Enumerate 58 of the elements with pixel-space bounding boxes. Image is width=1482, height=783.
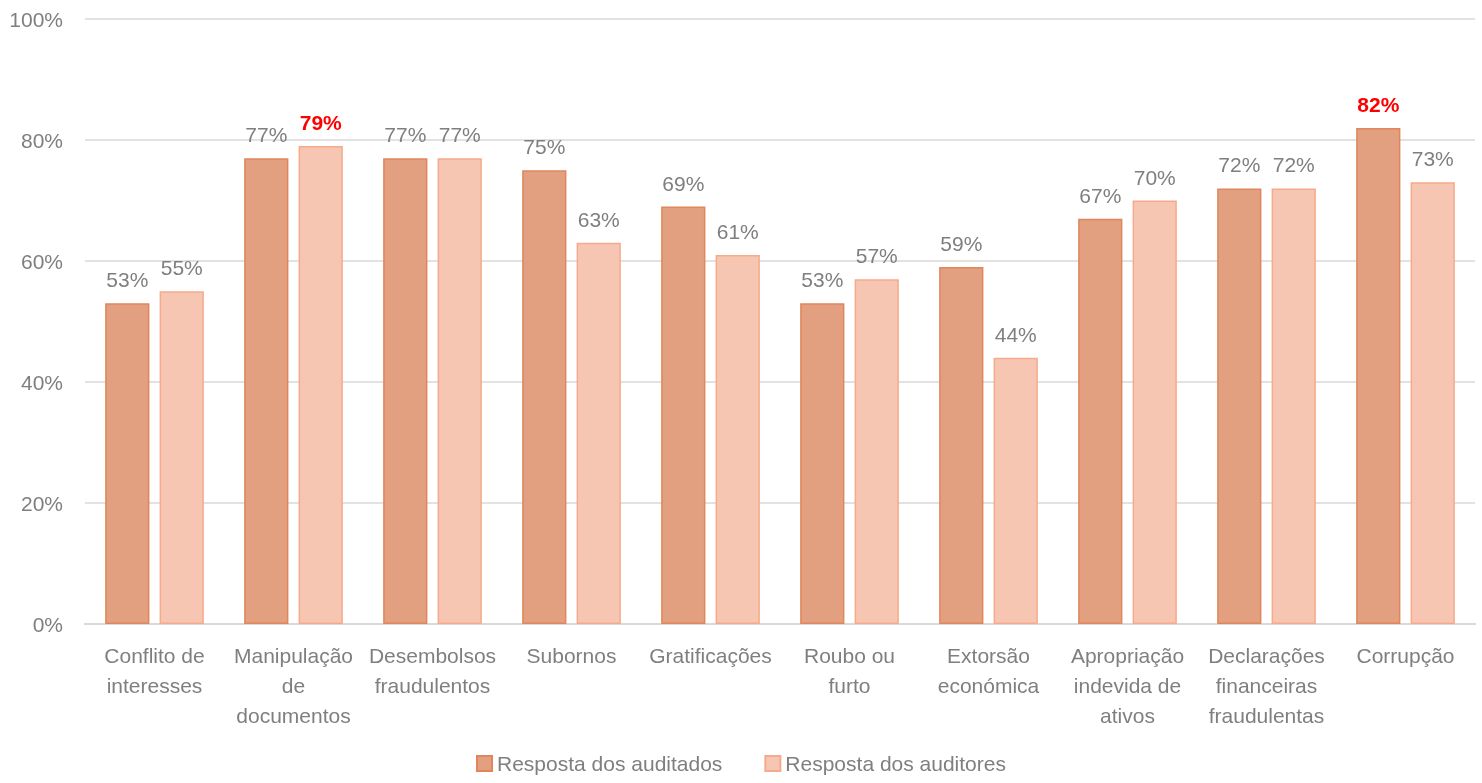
bar — [1271, 188, 1316, 624]
legend-label: Resposta dos auditores — [785, 752, 1006, 775]
bar — [244, 158, 289, 624]
bar — [437, 158, 482, 624]
bar — [1410, 182, 1455, 624]
data-label: 77% — [438, 123, 481, 147]
bar — [854, 279, 899, 624]
x-tick-label: Corrupção — [1356, 643, 1455, 667]
x-tick-label: Manipulação de documentos — [233, 643, 354, 727]
bar — [993, 357, 1038, 624]
data-label: 79% — [299, 111, 343, 135]
bar — [1078, 218, 1123, 624]
bar — [1356, 127, 1401, 624]
x-tick-label: Subornos — [526, 643, 617, 667]
data-label: 63% — [577, 207, 620, 231]
bar — [298, 146, 343, 624]
data-label: 44% — [994, 322, 1037, 346]
data-label: 57% — [855, 244, 898, 268]
bar — [522, 170, 567, 624]
x-tick-label: Desembolsos fraudulentos — [368, 643, 497, 697]
bar — [159, 291, 204, 624]
y-tick-label: 100% — [9, 7, 63, 31]
data-label: 55% — [160, 256, 203, 280]
legend-label: Resposta dos auditados — [497, 752, 723, 775]
x-tick-label: Declarações financeiras fraudulentas — [1208, 643, 1325, 727]
data-label: 53% — [106, 268, 149, 292]
bar — [576, 242, 621, 624]
bar — [383, 158, 428, 624]
data-label: 82% — [1357, 92, 1400, 116]
y-tick-label: 0% — [32, 612, 63, 636]
y-tick-label: 60% — [20, 249, 63, 273]
x-tick-label: Apropriação indevida de ativos — [1070, 643, 1185, 727]
data-label: 72% — [1272, 153, 1315, 177]
data-label: 69% — [662, 171, 705, 195]
data-label: 72% — [1218, 153, 1261, 177]
data-label: 70% — [1133, 165, 1176, 189]
bar — [661, 206, 706, 624]
y-tick-label: 80% — [20, 128, 63, 152]
data-label: 77% — [245, 123, 288, 147]
bar — [1217, 188, 1262, 624]
x-tick-label: Roubo ou furto — [803, 643, 896, 697]
bar — [939, 267, 984, 624]
data-label: 67% — [1079, 183, 1122, 207]
x-tick-label: Gratificações — [649, 643, 772, 667]
bar — [1132, 200, 1177, 624]
bar — [715, 254, 760, 624]
data-label: 75% — [523, 135, 566, 159]
data-label: 59% — [940, 232, 983, 256]
x-tick-label: Extorsão económica — [937, 643, 1040, 697]
data-label: 77% — [384, 123, 427, 147]
bar — [105, 303, 150, 624]
x-tick-label: Conflito de interesses — [104, 643, 205, 697]
data-label: 53% — [801, 268, 844, 292]
data-label: 73% — [1411, 147, 1454, 171]
y-tick-label: 20% — [20, 491, 63, 515]
y-tick-label: 40% — [20, 370, 63, 394]
data-label: 61% — [716, 219, 759, 243]
bar — [800, 303, 845, 624]
